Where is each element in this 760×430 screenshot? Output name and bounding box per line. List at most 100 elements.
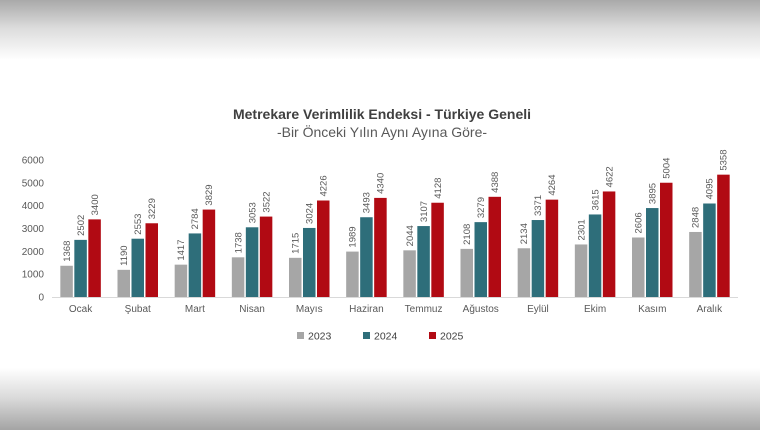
- bar-2025: [545, 199, 559, 297]
- bar-2025: [431, 202, 444, 297]
- data-label: 3024: [305, 203, 316, 224]
- data-label: 4388: [490, 172, 501, 193]
- chart-subtitle: -Bir Önceki Yılın Aynı Ayına Göre-: [277, 123, 487, 140]
- data-label: 1715: [291, 233, 302, 254]
- data-label: 2553: [133, 214, 144, 235]
- data-label: 3371: [533, 195, 544, 216]
- y-tick-label: 0: [38, 293, 44, 304]
- bar-2024: [245, 227, 259, 297]
- data-label: 3615: [590, 189, 601, 210]
- x-tick-label: Mart: [185, 304, 205, 315]
- bar-2023: [289, 257, 302, 297]
- data-label: 3229: [147, 198, 158, 219]
- data-label: 1190: [119, 245, 130, 265]
- data-label: 2108: [462, 224, 473, 245]
- data-label: 3493: [362, 192, 373, 213]
- data-label: 4128: [433, 178, 444, 199]
- bar-2023: [174, 264, 188, 297]
- data-label: 3522: [261, 191, 272, 212]
- y-tick-label: 2000: [22, 247, 45, 258]
- data-label: 5004: [662, 158, 673, 179]
- x-tick-label: Temmuz: [405, 304, 443, 315]
- x-tick-label: Ocak: [69, 304, 93, 315]
- bar-2024: [646, 208, 659, 297]
- data-label: 4340: [376, 173, 387, 194]
- bar-2024: [360, 217, 373, 297]
- legend-label: 2023: [308, 331, 332, 343]
- data-label: 1417: [176, 240, 187, 261]
- y-tick-label: 3000: [22, 224, 45, 235]
- bar-2023: [117, 269, 130, 297]
- x-tick-label: Ekim: [584, 304, 606, 315]
- bar-2023: [231, 257, 245, 297]
- data-label: 5358: [719, 150, 730, 171]
- bar-2023: [346, 251, 359, 297]
- bar-2025: [88, 219, 101, 297]
- bar-2024: [588, 214, 602, 297]
- data-label: 2301: [576, 219, 587, 240]
- bar-2024: [703, 203, 716, 297]
- data-label: 2784: [190, 208, 201, 229]
- x-axis: Ocak Şubat Mart Nisan Mayıs Haziran Temmuz Ağus…: [69, 304, 723, 315]
- data-label: 1989: [348, 226, 359, 247]
- bar-2025: [317, 200, 330, 297]
- x-tick-label: Ağustos: [463, 304, 499, 315]
- bar-2025: [202, 209, 216, 297]
- legend-swatch: [297, 332, 304, 339]
- data-label: 1368: [62, 241, 73, 262]
- bar-2025: [488, 196, 501, 297]
- data-label: 3895: [648, 183, 659, 204]
- data-label: 2606: [634, 212, 645, 233]
- bars: [60, 174, 730, 297]
- y-tick-label: 6000: [22, 156, 45, 167]
- legend-label: 2024: [374, 331, 398, 343]
- bar-2024: [474, 222, 487, 297]
- x-tick-label: Aralık: [697, 304, 724, 315]
- bar-2024: [131, 238, 144, 297]
- legend-swatch: [363, 332, 370, 339]
- legend: 2023 2024 2025: [297, 331, 464, 343]
- data-label: 2848: [691, 207, 702, 228]
- bar-2023: [403, 250, 416, 297]
- bar-2024: [303, 227, 316, 297]
- data-label: 4622: [604, 166, 615, 187]
- data-label: 3279: [476, 197, 487, 218]
- bar-2025: [145, 223, 158, 297]
- y-tick-label: 1000: [22, 270, 45, 281]
- bar-2025: [259, 216, 273, 297]
- x-tick-label: Şubat: [125, 304, 151, 315]
- bar-2023: [460, 248, 473, 297]
- bar-2025: [660, 182, 673, 297]
- x-tick-label: Haziran: [349, 304, 383, 315]
- data-label: 2134: [519, 223, 530, 244]
- bar-2024: [531, 220, 545, 297]
- y-tick-label: 5000: [22, 178, 45, 189]
- x-tick-label: Mayıs: [296, 304, 323, 315]
- data-label: 4095: [705, 178, 716, 199]
- bar-2023: [517, 248, 531, 297]
- bar-2023: [574, 244, 588, 297]
- bar-2025: [602, 191, 616, 297]
- legend-label: 2025: [440, 331, 464, 343]
- bar-2023: [689, 231, 702, 297]
- data-label: 1738: [233, 232, 244, 253]
- x-tick-label: Eylül: [527, 304, 549, 315]
- data-label: 2044: [405, 225, 416, 246]
- bar-2023: [632, 237, 645, 297]
- chart-title: Metrekare Verimlilik Endeksi - Türkiye G…: [233, 106, 531, 122]
- y-axis: 0 1000 2000 3000 4000 5000 6000: [22, 156, 45, 304]
- data-label: 3400: [90, 194, 101, 215]
- bar-2024: [417, 226, 430, 297]
- bar-2023: [60, 265, 73, 297]
- data-label: 3053: [247, 202, 258, 223]
- bar-2025: [717, 174, 730, 297]
- data-label: 4264: [547, 174, 558, 195]
- data-label: 3107: [419, 201, 430, 222]
- bar-2025: [374, 197, 387, 297]
- data-label: 4226: [319, 175, 330, 196]
- x-tick-label: Kasım: [638, 304, 666, 315]
- bar-2024: [188, 233, 202, 297]
- y-tick-label: 4000: [22, 201, 45, 212]
